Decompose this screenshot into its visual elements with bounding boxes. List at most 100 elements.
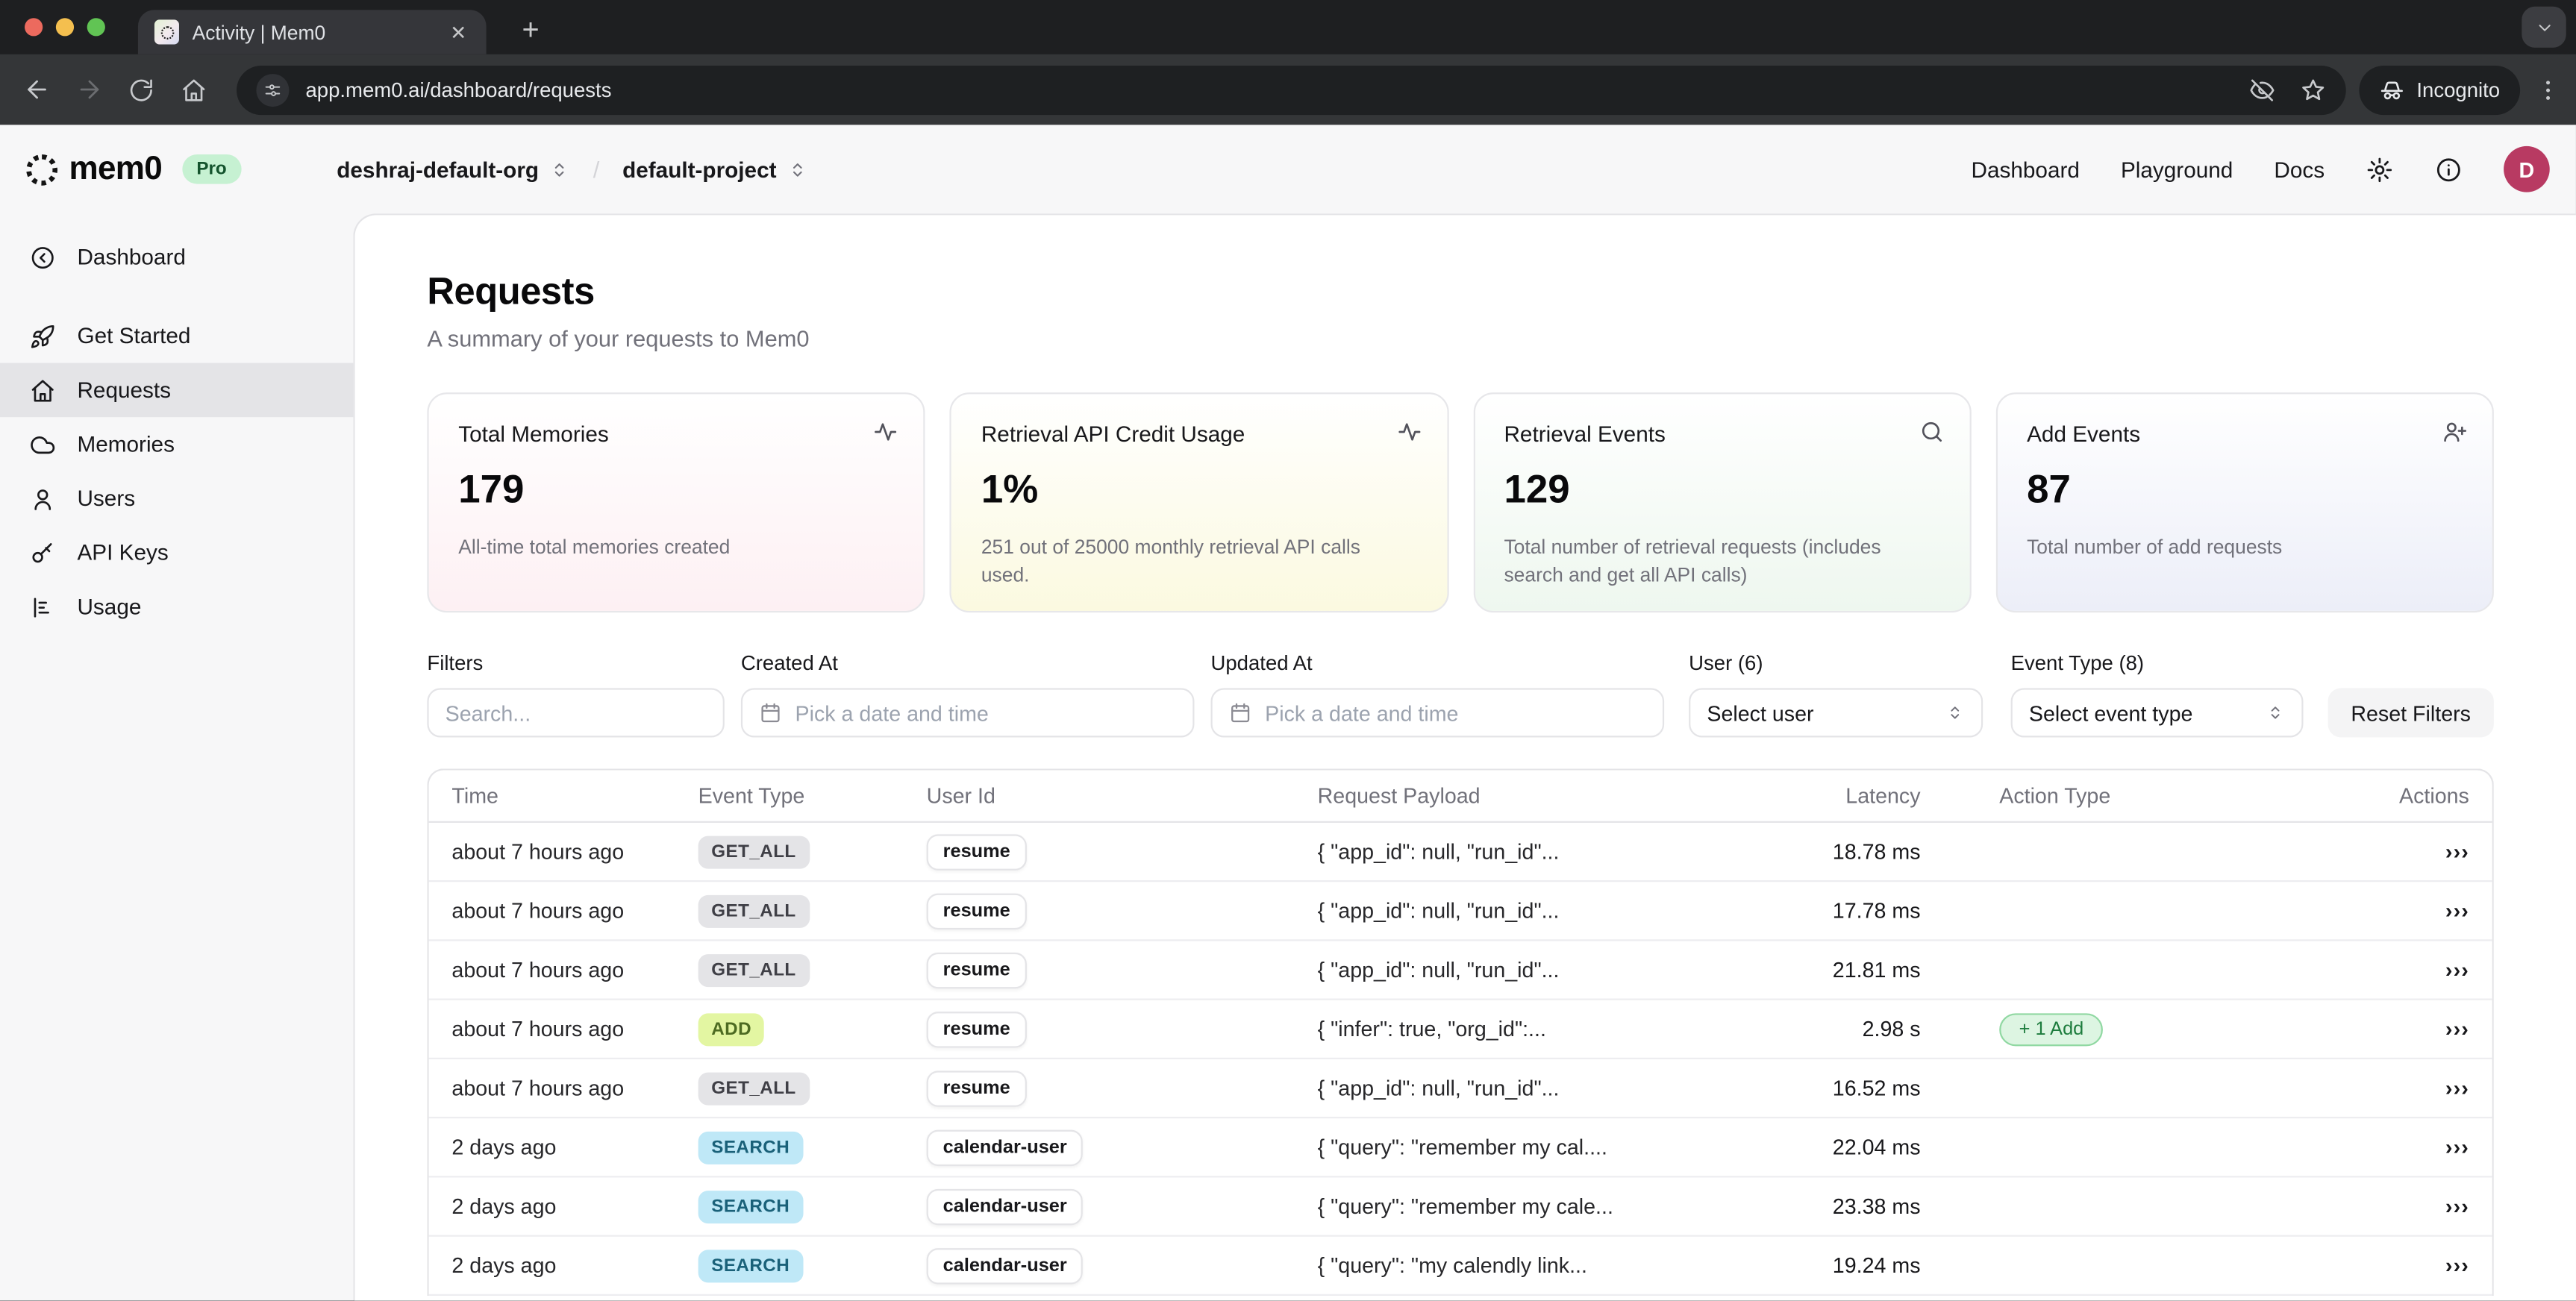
maximize-window-button[interactable] [87,18,105,37]
row-time: about 7 hours ago [451,957,625,982]
row-actions-icon[interactable]: ››› [2445,957,2469,982]
row-latency: 16.52 ms [1832,1075,1921,1101]
sidebar-item-dashboard[interactable]: Dashboard [0,230,353,284]
sidebar-item-users[interactable]: Users [0,471,353,526]
cloud-icon [31,435,55,454]
table-row[interactable]: 2 days ago SEARCH calendar-user { "query… [428,1237,2492,1296]
table-header: Time Event Type User Id Request Payload … [428,771,2492,823]
window-controls[interactable] [25,18,105,37]
event-type-badge: ADD [698,1012,765,1046]
table-row[interactable]: about 7 hours ago GET_ALL resume { "app_… [428,882,2492,941]
stat-cards: Total Memories 179 All-time total memori… [427,392,2494,613]
table-row[interactable]: 2 days ago SEARCH calendar-user { "query… [428,1118,2492,1178]
table-row[interactable]: about 7 hours ago GET_ALL resume { "app_… [428,941,2492,1000]
sidebar-item-memories[interactable]: Memories [0,417,353,471]
created-at-picker[interactable]: Pick a date and time [740,688,1195,738]
user-id-badge[interactable]: resume [926,1070,1027,1106]
row-latency: 18.78 ms [1832,838,1921,864]
main-content: Requests A summary of your requests to M… [353,213,2576,1301]
table-row[interactable]: about 7 hours ago GET_ALL resume { "app_… [428,823,2492,883]
row-actions-icon[interactable]: ››› [2445,1075,2469,1101]
user-id-badge[interactable]: resume [926,833,1027,870]
incognito-label: Incognito [2416,78,2501,101]
eye-off-icon[interactable] [2249,76,2275,102]
user-id-badge[interactable]: calendar-user [926,1188,1084,1225]
table-row[interactable]: about 7 hours ago ADD resume { "infer": … [428,1000,2492,1059]
tab-search-button[interactable] [2522,6,2566,48]
user-id-badge[interactable]: resume [926,1011,1027,1047]
user-id-badge[interactable]: resume [926,892,1027,929]
row-latency: 19.24 ms [1832,1253,1921,1278]
org-selector[interactable]: deshraj-default-org [337,157,570,181]
event-type-filter-label: Event Type (8) [2010,651,2145,675]
browser-menu-button[interactable] [2534,76,2560,102]
sidebar-item-requests[interactable]: Requests [0,363,354,418]
tab-close-icon[interactable]: ✕ [450,20,467,44]
search-input[interactable]: Search... [427,688,725,738]
reset-filters-button[interactable]: Reset Filters [2328,688,2494,738]
table-body: about 7 hours ago GET_ALL resume { "app_… [428,823,2492,1296]
row-actions-icon[interactable]: ››› [2445,838,2469,864]
row-actions-icon[interactable]: ››› [2445,1253,2469,1278]
row-time: about 7 hours ago [451,898,625,924]
row-actions-icon[interactable]: ››› [2445,1016,2469,1041]
arrow-left-icon [27,80,46,99]
nav-dashboard[interactable]: Dashboard [1971,157,2080,182]
chevrons-up-down-icon [554,162,564,176]
sidebar-item-api-keys[interactable]: API Keys [0,525,353,580]
event-type-select[interactable]: Select event type [2010,688,2304,738]
tab-strip: Activity | Mem0 ✕ + [0,0,2576,54]
user-avatar[interactable]: D [2504,145,2550,192]
event-type-badge: SEARCH [698,1189,803,1223]
nav-playground[interactable]: Playground [2120,157,2233,182]
info-icon[interactable] [2435,155,2463,183]
event-type-badge: SEARCH [698,1249,803,1282]
stat-value: 1% [981,468,1039,512]
sidebar-item-get-started[interactable]: Get Started [0,309,353,363]
user-filter-label: User (6) [1689,651,1763,675]
row-payload: { "app_id": null, "run_id"... [1317,898,1560,924]
event-type-badge: GET_ALL [698,894,810,927]
row-actions-icon[interactable]: ››› [2445,898,2469,924]
stat-description: 251 out of 25000 monthly retrieval API c… [981,535,1360,587]
col-time: Time [451,783,498,809]
reload-button[interactable] [119,66,165,113]
minimize-window-button[interactable] [55,18,75,37]
user-id-badge[interactable]: calendar-user [926,1129,1084,1165]
stat-description: Total number of retrieval requests (incl… [1504,535,1881,587]
user-id-badge[interactable]: resume [926,951,1027,988]
back-button[interactable] [13,66,60,113]
stat-value: 87 [2027,468,2071,512]
browser-tab[interactable]: Activity | Mem0 ✕ [137,10,487,54]
settings-gear-icon[interactable] [2366,155,2393,183]
home-icon [183,78,205,101]
calendar-icon [761,703,780,723]
updated-at-picker[interactable]: Pick a date and time [1210,688,1665,738]
nav-docs[interactable]: Docs [2274,157,2325,182]
calendar-icon [1231,703,1250,723]
new-tab-button[interactable]: + [522,12,540,46]
user-select[interactable]: Select user [1689,688,1983,738]
kebab-menu-icon [2545,80,2550,99]
close-window-button[interactable] [25,18,43,37]
row-actions-icon[interactable]: ››› [2445,1194,2469,1219]
table-row[interactable]: 2 days ago SEARCH calendar-user { "query… [428,1177,2492,1237]
row-latency: 22.04 ms [1832,1135,1921,1160]
home-button[interactable] [171,66,217,113]
url-text[interactable]: app.mem0.ai/dashboard/requests [305,78,612,101]
incognito-icon [2380,81,2403,99]
address-bar[interactable]: app.mem0.ai/dashboard/requests [237,64,2346,115]
bookmark-star-icon[interactable] [2300,76,2326,102]
chevron-down-icon [2538,24,2550,31]
row-actions-icon[interactable]: ››› [2445,1135,2469,1160]
sidebar-item-usage[interactable]: Usage [0,580,353,634]
event-type-badge: GET_ALL [698,835,810,868]
filters-label: Filters [427,651,484,675]
circle-arrow-left-icon [31,246,54,269]
forward-button[interactable] [66,66,112,113]
user-id-badge[interactable]: calendar-user [926,1247,1084,1284]
table-row[interactable]: about 7 hours ago GET_ALL resume { "app_… [428,1059,2492,1119]
project-selector[interactable]: default-project [622,157,807,181]
mem0-app: mem0 Pro deshraj-default-org / default-p… [0,125,2576,1301]
site-settings-icon[interactable] [256,72,290,106]
